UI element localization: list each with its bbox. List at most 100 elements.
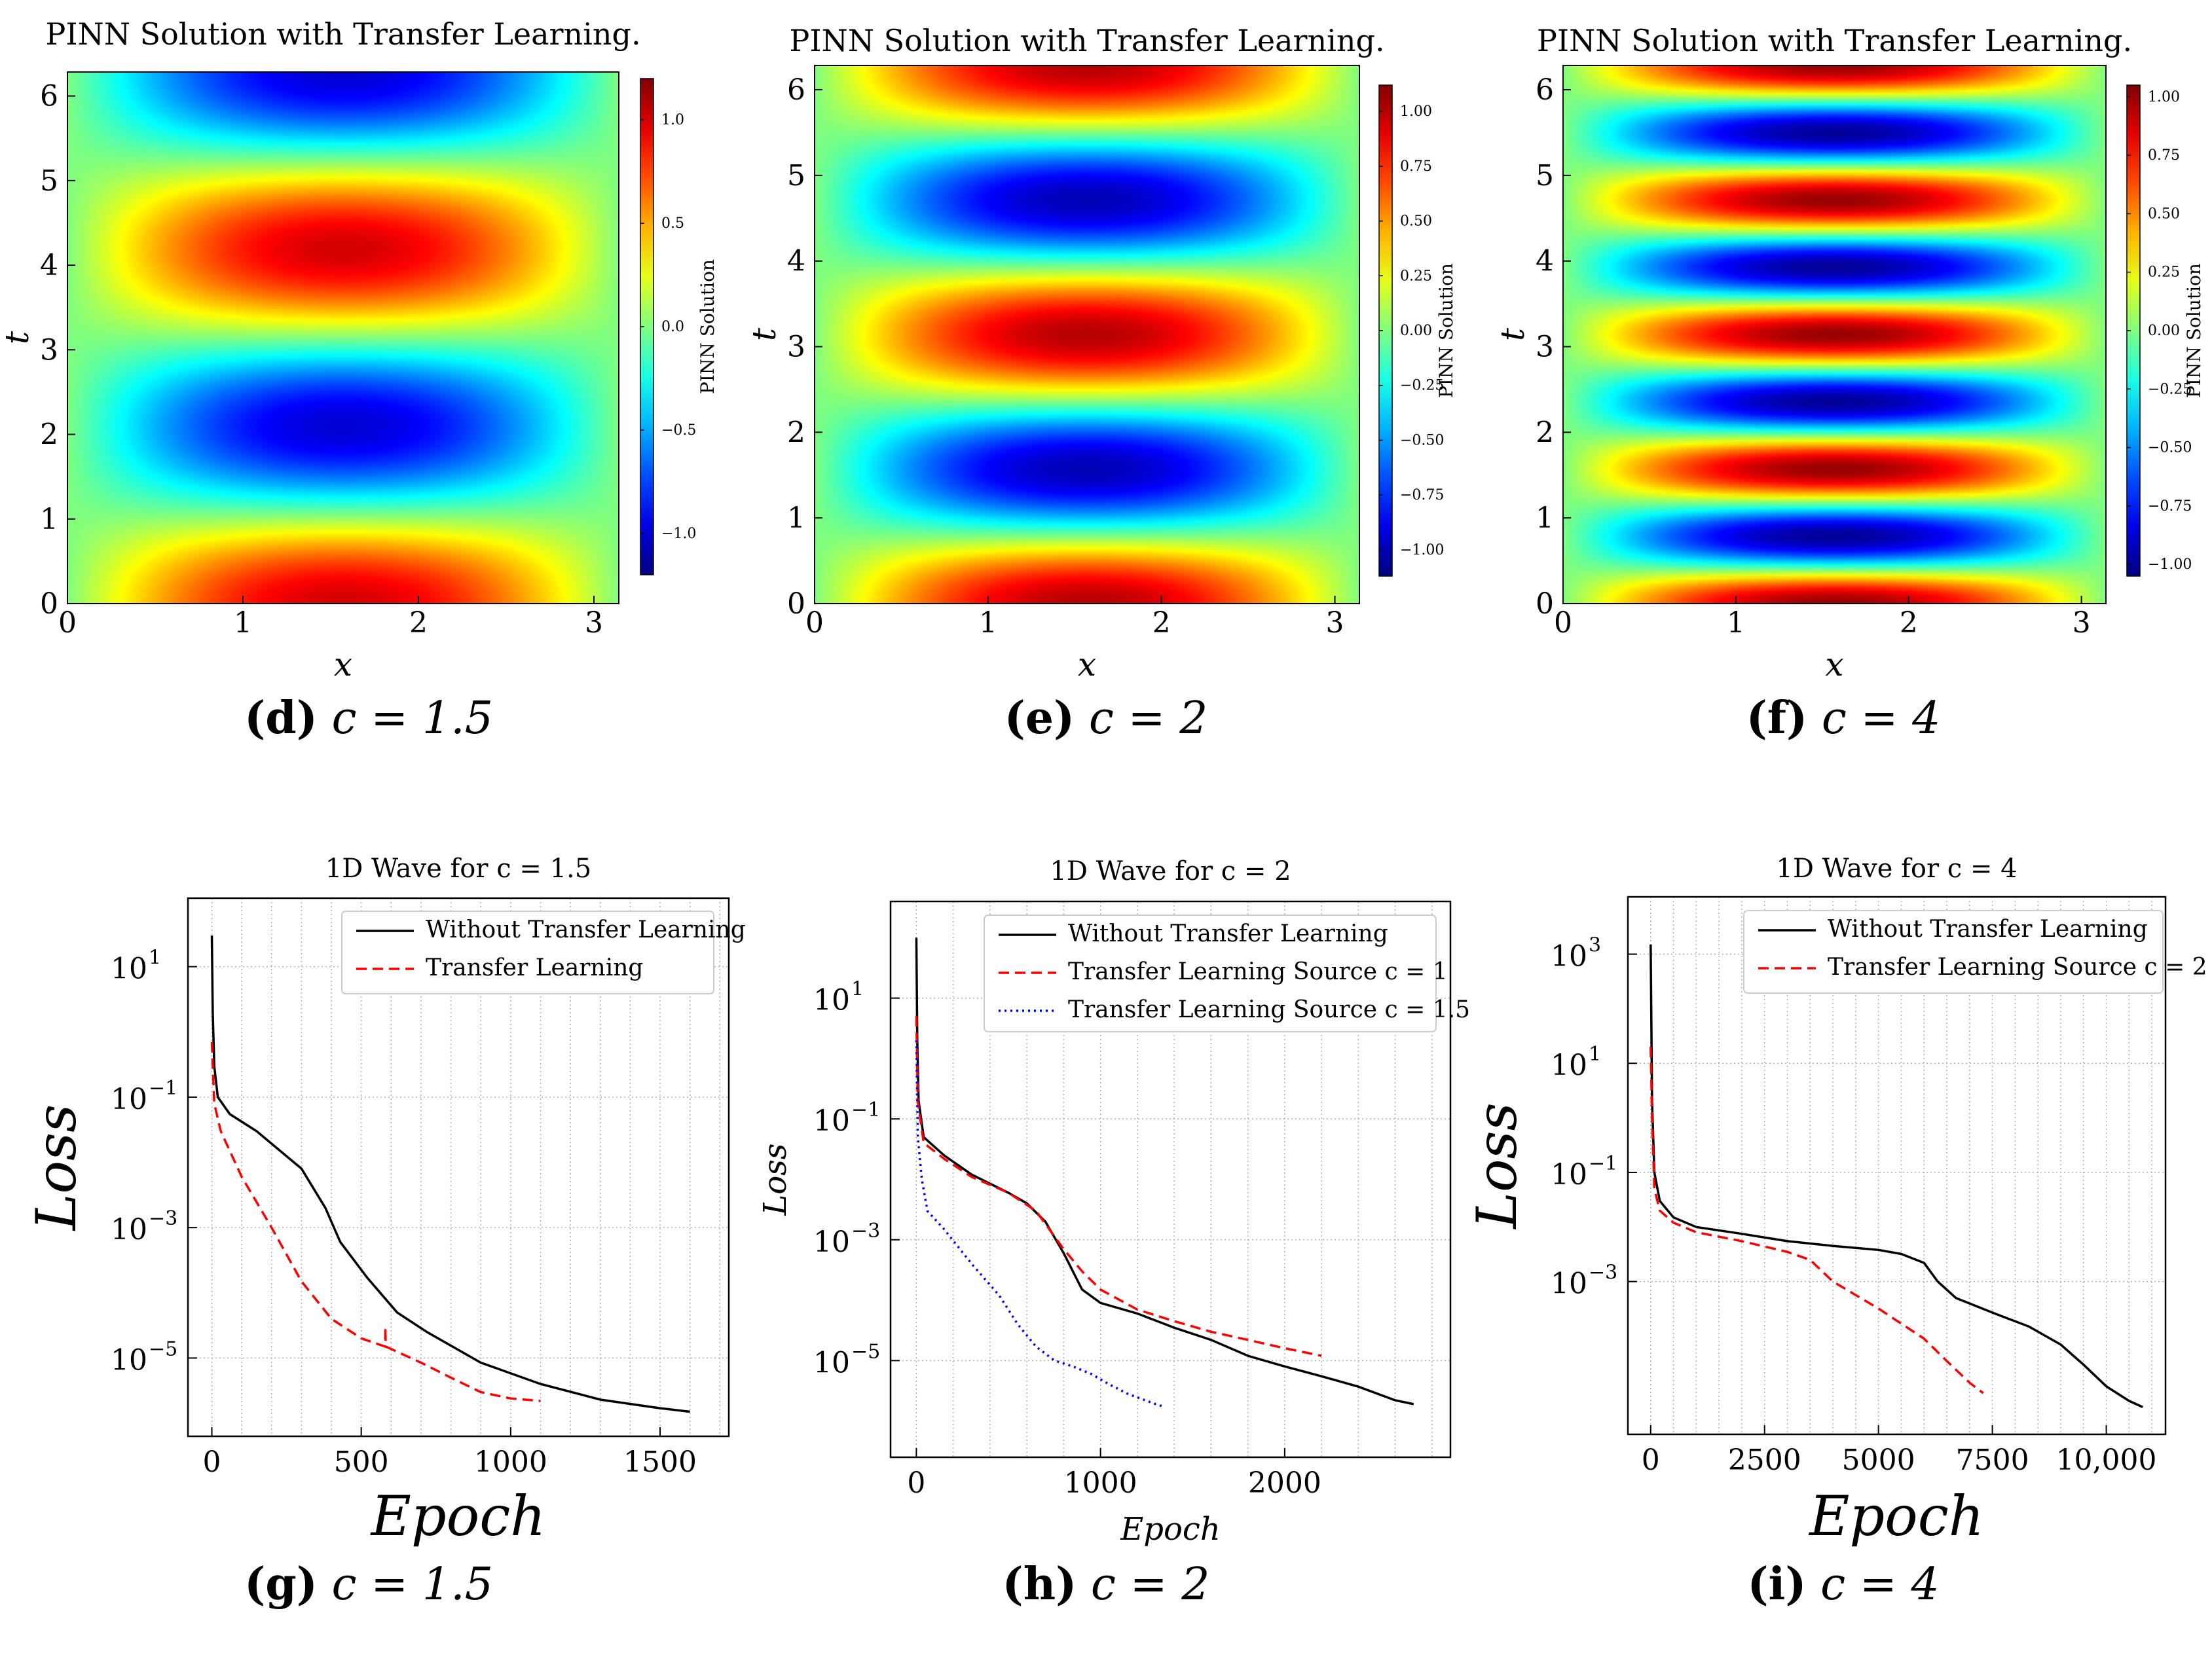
panel-caption: (e) c = 2 [737,692,1475,744]
x-tick-label: 0 [58,606,77,640]
series-line-2 [915,1016,1322,1357]
plot-frame [1627,896,2167,1436]
chart-title: 1D Wave for c = 2 [1050,856,1291,886]
x-tick-label: 1 [979,606,997,640]
colorbar-tick-label: 0.50 [1400,213,1432,230]
y-tick-label: 0 [787,587,805,621]
y-tick-label: 10 [1551,1158,1587,1191]
y-tick-label: 3 [40,333,58,367]
series-line-1 [915,937,1414,1406]
caption-text: c = 4 [1807,693,1941,744]
y-tick-label: 4 [787,245,805,278]
chart-title: 1D Wave for c = 1.5 [325,854,591,884]
y-tick-exponent: −3 [1589,1262,1617,1284]
y-axis-label: t [0,331,36,344]
chart-title: 1D Wave for c = 4 [1776,854,2017,884]
y-tick-label: 10 [111,1213,147,1246]
heatmap-panel-1: PINN Solution with Transfer Learning. 0 1 2… [0,16,718,683]
colorbar-tick-label: 0.00 [1400,323,1432,339]
y-tick-exponent: −1 [851,1098,880,1121]
colorbar-tick-label: −0.25 [1400,378,1444,394]
y-tick-exponent: 3 [1589,934,1601,957]
x-tick-label: 1 [1727,606,1745,640]
heatmap-image [815,65,1359,604]
x-tick-label: 1 [234,606,252,640]
colorbar-tick-label: 1.00 [1400,103,1432,120]
y-tick-label: 4 [40,249,58,282]
panel-caption: (f) c = 4 [1475,692,2212,744]
x-tick-label: 0 [1642,1443,1660,1477]
caption-text: c = 1.5 [317,693,493,744]
colorbar-tick-label: −1.0 [661,526,696,542]
series-line-2 [210,1042,541,1402]
y-tick-label: 0 [1536,587,1554,621]
colorbar-tick-label: −0.50 [1400,432,1444,448]
legend-frame [341,911,714,994]
y-tick-exponent: −5 [851,1340,880,1363]
y-tick-label: 10 [1551,940,1587,973]
y-tick-label: 10 [1551,1267,1587,1301]
x-axis-label: Epoch [1808,1484,1984,1548]
colorbar-tick-label: −1.00 [1400,542,1444,558]
panel-caption: (i) c = 4 [1475,1558,2212,1610]
x-tick-label: 0 [203,1445,221,1479]
x-tick-label: 2 [1900,606,1918,640]
legend-frame [1743,910,2164,994]
y-tick-label: 5 [40,164,58,198]
x-tick-label: 3 [585,606,603,640]
colorbar-tick-label: 0.25 [2148,264,2180,281]
y-tick-label: 10 [813,1104,850,1138]
x-tick-label: 0 [1554,606,1572,640]
x-axis-label: Epoch [370,1484,546,1548]
legend: Without Transfer Learning Transfer Learni… [984,915,1470,1032]
colorbar-label: PINN Solution [1435,263,1457,398]
y-tick-label: 10 [813,1346,850,1379]
caption-letter: (h) [1002,1558,1077,1610]
y-tick-label: 10 [111,1083,147,1116]
y-tick-exponent: −3 [851,1220,880,1243]
colorbar-tick-label: 1.0 [661,112,684,128]
colorbar-tick-label: −0.50 [2148,440,2192,456]
plot-frame [814,65,1360,604]
colorbar-tick-label: −0.25 [2148,381,2192,397]
y-tick-label: 6 [787,73,805,107]
colorbar-label: PINN Solution [2183,263,2205,398]
chart-title: PINN Solution with Transfer Learning. [789,23,1384,58]
colorbar-tick-label: 0.75 [1400,158,1432,175]
legend-label: Transfer Learning Source c = 2 [1828,954,2207,981]
colorbar-tick-label: 0.75 [2148,147,2180,164]
y-tick-label: 5 [1536,159,1554,192]
y-tick-exponent: 1 [149,947,161,970]
y-axis-label: Loss [1465,1102,1529,1230]
y-tick-exponent: −1 [1589,1152,1617,1175]
caption-letter: (e) [1004,692,1075,744]
y-tick-label: 6 [1536,73,1554,107]
y-tick-label: 2 [40,418,58,452]
legend: Without Transfer Learning Transfer Learni… [341,911,746,994]
y-tick-label: 6 [40,80,58,113]
x-tick-label: 3 [2073,606,2091,640]
panel-caption: (g) c = 1.5 [0,1558,737,1610]
y-tick-label: 10 [1551,1049,1587,1082]
caption-letter: (i) [1747,1558,1807,1610]
x-tick-label: 2000 [1248,1466,1321,1500]
caption-text: c = 1.5 [317,1559,493,1610]
colorbar-tick-label: 0.0 [661,319,684,335]
x-tick-label: 7500 [1956,1443,2029,1477]
caption-text: c = 2 [1075,693,1208,744]
y-tick-label: 5 [787,159,805,192]
x-axis-label: x [334,645,352,683]
caption-text: c = 4 [1806,1559,1940,1610]
legend-label: Without Transfer Learning [1828,916,2148,943]
plot-frame [187,897,730,1438]
y-tick-exponent: −3 [149,1207,177,1230]
x-axis-label: x [1078,645,1096,683]
y-tick-label: 1 [40,503,58,536]
y-tick-label: 3 [1536,331,1554,364]
heatmap-panel-2: PINN Solution with Transfer Learning. 0 1 2… [745,23,1457,683]
x-tick-label: 0 [805,606,824,640]
chart-title: PINN Solution with Transfer Learning. [1537,23,2132,58]
